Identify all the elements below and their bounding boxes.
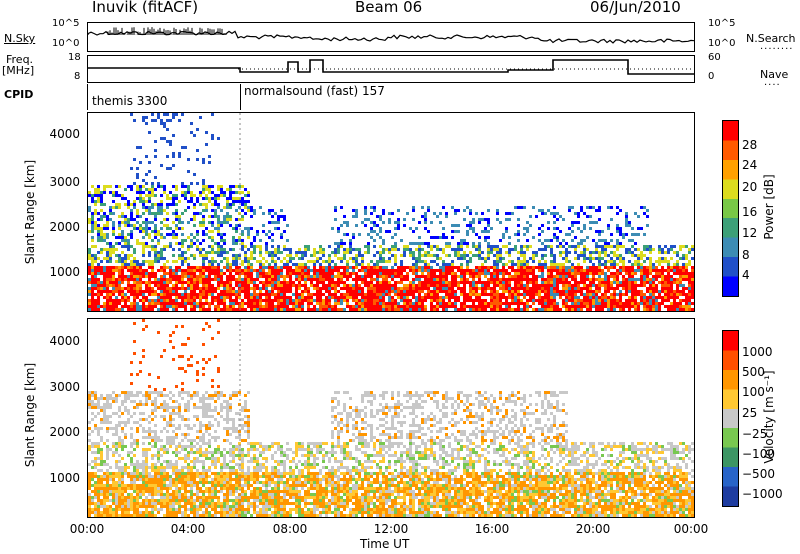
velocity-cb-tick-neg1000: −1000	[742, 487, 783, 501]
frequency-panel	[87, 55, 695, 83]
velocity-ytick-4000: 4000	[49, 334, 80, 348]
noise-plot	[88, 27, 694, 44]
velocity-heatmap	[88, 319, 694, 517]
nsearch-label: N.Search	[746, 32, 796, 45]
noise-left-tick-high: 10^5	[52, 18, 80, 29]
velocity-colorbar-label: Velocity [m s⁻¹]	[762, 370, 776, 464]
vel-svg-cells	[88, 319, 694, 517]
frequency-line	[88, 59, 694, 75]
power-ylabel: Slant Range [km]	[23, 159, 37, 265]
xtick-6: 00:00	[673, 522, 709, 536]
noise-panel	[87, 22, 695, 52]
nsky-label: N.Sky	[4, 32, 36, 45]
velocity-cb-tick-neg500: −500	[742, 467, 775, 481]
cpid-segment-1: themis 3300	[92, 94, 168, 108]
cpid-label: CPID	[4, 88, 34, 101]
velocity-cb-tick-1000: 1000	[742, 345, 773, 359]
power-svg-cells	[88, 113, 694, 311]
velocity-ytick-2000: 2000	[49, 425, 80, 439]
velocity-cb-tick-neg25: −25	[742, 427, 768, 441]
cpid-segment-2: normalsound (fast) 157	[244, 84, 385, 98]
freq-unit-label: [MHz]	[2, 64, 35, 77]
cpid-divider-start	[87, 84, 88, 110]
velocity-cb-tick-neg100: −100	[742, 447, 775, 461]
power-ytick-3000: 3000	[49, 175, 80, 189]
xtick-3: 12:00	[373, 522, 409, 536]
cpid-strip: themis 3300 normalsound (fast) 157	[87, 84, 695, 110]
velocity-colorbar	[722, 330, 739, 507]
cpid-divider-switch	[240, 84, 241, 110]
power-cb-tick-28: 28	[742, 138, 758, 152]
noise-sky-line	[88, 30, 694, 44]
xtick-0: 00:00	[69, 522, 105, 536]
nave-label: Nave	[760, 68, 789, 81]
xtick-2: 08:00	[272, 522, 308, 536]
velocity-cb-tick-25: 25	[742, 406, 758, 420]
noise-right-tick-high: 10^5	[708, 18, 736, 29]
velocity-ylabel: Slant Range [km]	[23, 362, 37, 468]
velocity-panel	[87, 318, 695, 518]
station-title: Inuvik (fitACF)	[92, 0, 199, 16]
power-colorbar-label: Power [dB]	[762, 174, 776, 240]
power-ytick-4000: 4000	[49, 127, 80, 141]
nave-line-legend: ····	[764, 80, 781, 91]
power-cb-tick-4: 4	[742, 268, 750, 282]
beam-title: Beam 06	[355, 0, 423, 16]
velocity-ytick-1000: 1000	[49, 471, 80, 485]
power-ytick-2000: 2000	[49, 220, 80, 234]
xtick-5: 20:00	[575, 522, 611, 536]
freq-label: Freq.	[6, 53, 34, 66]
noise-left-tick-low: 10^0	[52, 38, 80, 49]
freq-right-tick-low: 0	[708, 71, 715, 82]
power-ytick-1000: 1000	[49, 265, 80, 279]
freq-right-tick-high: 60	[708, 52, 721, 63]
power-panel	[87, 112, 695, 312]
power-cb-tick-24: 24	[742, 158, 758, 172]
noise-right-tick-low: 10^0	[708, 38, 736, 49]
velocity-cb-tick-100: 100	[742, 385, 765, 399]
power-cb-tick-8: 8	[742, 248, 750, 262]
power-heatmap	[88, 113, 694, 311]
power-cb-tick-16: 16	[742, 205, 758, 219]
xtick-1: 04:00	[170, 522, 206, 536]
power-cb-tick-20: 20	[742, 180, 758, 194]
frequency-plot	[88, 59, 694, 75]
power-cb-tick-12: 12	[742, 226, 758, 240]
date-title: 06/Jun/2010	[590, 0, 681, 16]
power-colorbar	[722, 120, 739, 297]
freq-left-tick-low: 8	[74, 71, 81, 82]
nsearch-line-legend: ········	[760, 44, 794, 55]
velocity-cb-tick-500: 500	[742, 365, 765, 379]
x-axis-label: Time UT	[360, 537, 410, 551]
velocity-ytick-3000: 3000	[49, 380, 80, 394]
freq-left-tick-high: 18	[68, 52, 81, 63]
xtick-4: 16:00	[474, 522, 510, 536]
